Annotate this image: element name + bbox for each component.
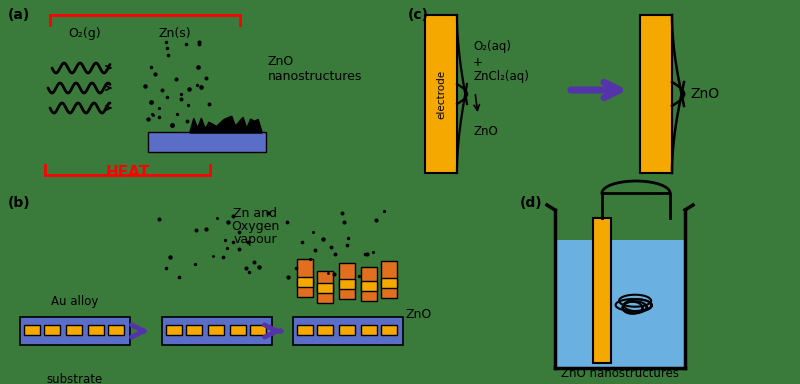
- Text: Oxygen: Oxygen: [231, 220, 279, 233]
- Bar: [230, 325, 246, 335]
- Text: Au alloy: Au alloy: [51, 295, 98, 308]
- Text: Zn(s): Zn(s): [158, 27, 191, 40]
- Bar: [208, 325, 224, 335]
- Bar: [148, 132, 266, 152]
- Text: electrode: electrode: [436, 70, 446, 119]
- Text: ZnO: ZnO: [406, 308, 432, 321]
- Bar: [361, 267, 377, 301]
- Text: ZnO: ZnO: [690, 87, 719, 101]
- Text: substrate: substrate: [47, 373, 103, 384]
- Bar: [556, 240, 684, 367]
- Bar: [381, 325, 397, 335]
- Bar: [381, 278, 397, 288]
- Text: (a): (a): [8, 8, 30, 22]
- Bar: [317, 271, 333, 303]
- Bar: [317, 283, 333, 293]
- Bar: [339, 325, 355, 335]
- Bar: [297, 259, 313, 297]
- Text: ZnCl₂(aq): ZnCl₂(aq): [473, 70, 529, 83]
- Bar: [381, 261, 397, 298]
- Bar: [339, 263, 355, 299]
- Text: +: +: [473, 56, 483, 69]
- Text: (c): (c): [408, 8, 429, 22]
- Bar: [317, 325, 333, 335]
- Bar: [593, 218, 611, 363]
- Text: HEAT: HEAT: [106, 165, 150, 180]
- Text: vapour: vapour: [233, 233, 277, 246]
- Bar: [24, 325, 40, 335]
- Bar: [44, 325, 60, 335]
- Text: O₂(aq): O₂(aq): [473, 40, 511, 53]
- Bar: [293, 317, 403, 345]
- Text: (b): (b): [8, 196, 30, 210]
- Bar: [108, 325, 124, 335]
- Text: Zn and: Zn and: [233, 207, 277, 220]
- Polygon shape: [190, 116, 262, 133]
- Bar: [162, 317, 272, 345]
- Text: ZnO nanostructures: ZnO nanostructures: [561, 367, 679, 380]
- Bar: [425, 15, 457, 173]
- Bar: [20, 317, 130, 345]
- Bar: [186, 325, 202, 335]
- Bar: [361, 281, 377, 291]
- Text: O₂(g): O₂(g): [69, 27, 102, 40]
- Bar: [250, 325, 266, 335]
- Text: ZnO: ZnO: [473, 125, 498, 138]
- Bar: [166, 325, 182, 335]
- Text: nanostructures: nanostructures: [268, 70, 362, 83]
- Text: ZnO: ZnO: [268, 55, 294, 68]
- Bar: [88, 325, 104, 335]
- Bar: [297, 325, 313, 335]
- Bar: [361, 325, 377, 335]
- Text: (d): (d): [520, 196, 542, 210]
- Bar: [339, 279, 355, 289]
- Bar: [297, 277, 313, 287]
- Bar: [640, 15, 672, 173]
- Bar: [66, 325, 82, 335]
